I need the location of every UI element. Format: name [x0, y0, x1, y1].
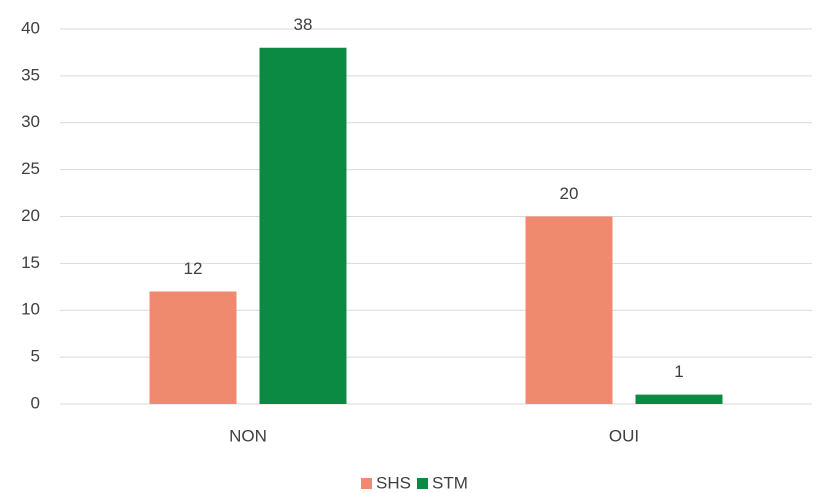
y-tick-label: 40	[21, 18, 40, 37]
data-label: 20	[560, 184, 579, 203]
y-tick-label: 20	[21, 206, 40, 225]
y-tick-label: 30	[21, 112, 40, 131]
data-label: 12	[184, 259, 203, 278]
legend-label: STM	[432, 473, 468, 492]
y-tick-label: 35	[21, 65, 40, 84]
data-label: 38	[294, 15, 313, 34]
y-tick-label: 25	[21, 159, 40, 178]
bar	[149, 291, 237, 404]
y-tick-label: 15	[21, 253, 40, 272]
x-tick-label: NON	[229, 426, 267, 445]
x-tick-label: OUI	[609, 426, 639, 445]
legend-swatch	[417, 478, 428, 489]
bar	[259, 47, 347, 404]
legend-swatch	[361, 478, 372, 489]
y-tick-label: 0	[31, 393, 40, 412]
y-tick-label: 5	[31, 347, 40, 366]
bar	[635, 394, 723, 404]
legend-label: SHS	[376, 473, 411, 492]
bar	[525, 216, 613, 404]
y-tick-label: 10	[21, 300, 40, 319]
data-label: 1	[674, 362, 683, 381]
